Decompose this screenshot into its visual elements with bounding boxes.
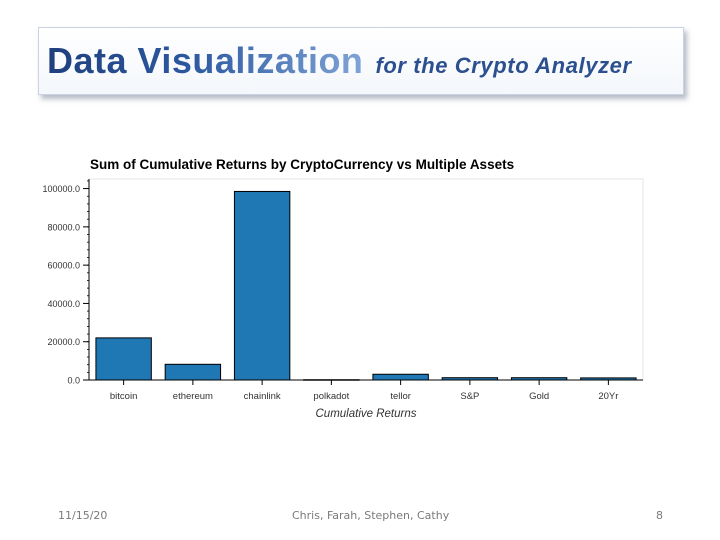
y-tick-label: 40000.0 — [47, 299, 80, 309]
footer-authors: Chris, Farah, Stephen, Cathy — [292, 509, 450, 522]
bar-ethereum — [164, 363, 222, 381]
bar-bitcoin — [95, 337, 152, 381]
page-number: 8 — [656, 509, 663, 522]
chart-title: Sum of Cumulative Returns by CryptoCurre… — [90, 157, 515, 172]
bar-tellor — [372, 373, 429, 381]
y-tick-label: 60000.0 — [47, 261, 80, 271]
plot-area — [88, 178, 644, 381]
bar-chainlink — [233, 190, 291, 381]
footer-date: 11/15/20 — [58, 509, 108, 522]
x-tick-label: Gold — [529, 391, 549, 402]
x-tick-label: S&P — [460, 391, 479, 402]
x-tick-label: ethereum — [173, 391, 213, 402]
x-tick-label: tellor — [390, 391, 411, 402]
x-axis-label: Cumulative Returns — [316, 408, 417, 420]
y-tick-label: 100000.0 — [42, 184, 80, 194]
title-banner: Data Visualization for the Crypto Analyz… — [38, 27, 684, 95]
y-tick-label: 0.0 — [67, 376, 80, 386]
slide-title: Data Visualization — [47, 40, 364, 81]
x-tick-label: polkadot — [313, 391, 349, 402]
x-tick-label: bitcoin — [110, 391, 137, 402]
x-tick-label: 20Yr — [598, 391, 618, 402]
x-tick-label: chainlink — [244, 391, 281, 402]
y-tick-label: 80000.0 — [47, 222, 80, 232]
y-tick-label: 20000.0 — [47, 337, 80, 347]
slide-subtitle: for the Crypto Analyzer — [375, 53, 632, 78]
